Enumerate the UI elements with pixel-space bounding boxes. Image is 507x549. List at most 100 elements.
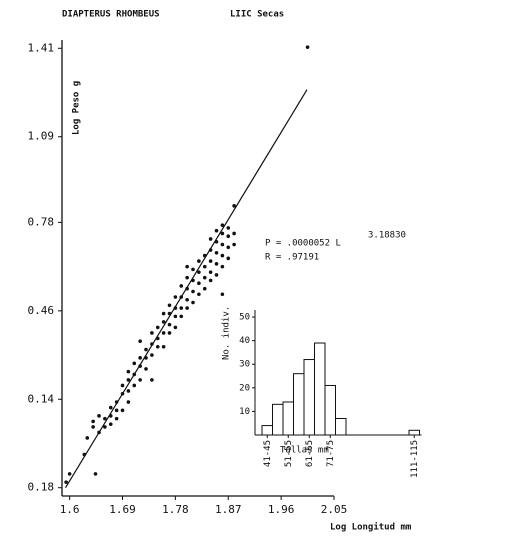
point [191, 289, 195, 294]
point [305, 45, 310, 49]
point [185, 297, 189, 302]
point [179, 306, 184, 310]
point [214, 251, 219, 255]
point [197, 281, 201, 286]
bar [272, 403, 284, 436]
point [67, 472, 72, 476]
point [208, 278, 213, 283]
point [173, 295, 178, 299]
bar [282, 401, 294, 436]
chart-subtitle: LIIC Secas [230, 10, 284, 20]
inset-y-tick-label: 10 [239, 407, 250, 417]
point [85, 436, 90, 440]
point [214, 228, 219, 233]
point [103, 416, 107, 421]
point [155, 325, 160, 330]
point [126, 400, 131, 404]
inset-x-tick-label: 61-65 [305, 440, 315, 467]
point [226, 256, 231, 261]
point [202, 275, 207, 280]
point [144, 347, 148, 352]
bar [324, 384, 336, 436]
x-tick-label: 2.05 [321, 503, 348, 516]
point [173, 314, 178, 319]
bar [314, 342, 326, 436]
point [167, 303, 172, 308]
point [126, 369, 131, 374]
point [150, 378, 154, 382]
point [214, 262, 219, 266]
x-tick-label: 1.87 [215, 503, 242, 516]
point [138, 356, 142, 360]
equation: P = .0000052 L [265, 239, 341, 249]
inset-y-tick-label: 50 [239, 313, 250, 323]
point [155, 344, 160, 349]
inset-y-tick-label: 30 [239, 360, 250, 370]
point [167, 322, 172, 327]
point [208, 270, 213, 274]
correlation: R = .97191 [265, 253, 319, 263]
point [161, 344, 166, 349]
point [93, 472, 98, 476]
point [114, 408, 119, 413]
point [91, 419, 95, 424]
point [232, 204, 236, 208]
point [114, 416, 119, 421]
point [202, 264, 207, 269]
point [197, 270, 201, 274]
equation-exponent: 3.18830 [368, 231, 406, 241]
point [191, 300, 195, 305]
point [150, 353, 154, 357]
inset-x-tick-label: 41-45 [263, 440, 273, 467]
point [232, 231, 236, 236]
point [97, 414, 101, 418]
bar [303, 359, 315, 436]
inset-x-tick-label: 71-75 [326, 440, 336, 467]
bar [408, 429, 420, 436]
inset-y-tick-label: 40 [239, 336, 250, 346]
point [150, 331, 154, 335]
y-tick-label: 0.46 [28, 304, 55, 317]
point [108, 422, 113, 426]
point [64, 480, 68, 484]
point [226, 245, 231, 250]
point [120, 383, 125, 388]
point [220, 264, 225, 269]
y-tick-label: 0.78 [28, 215, 55, 228]
point [144, 367, 148, 371]
x-axis-label: Log Longitud mm [330, 522, 412, 533]
point [208, 237, 213, 241]
x-tick-label: 1.96 [268, 503, 295, 516]
point [226, 226, 231, 230]
bar [293, 373, 305, 436]
fit-line [65, 89, 308, 489]
y-tick-label: 1.41 [28, 41, 55, 54]
bar [261, 425, 273, 436]
point [179, 314, 184, 319]
point [161, 311, 166, 316]
point [220, 292, 225, 297]
point [226, 234, 231, 239]
point [220, 231, 225, 236]
inset-y-tick-label: 20 [239, 383, 250, 393]
point [138, 339, 142, 344]
x-tick-label: 1.69 [109, 503, 136, 516]
point [214, 273, 219, 277]
point [185, 275, 189, 280]
point [126, 378, 131, 382]
point [91, 425, 95, 429]
y-tick-label: 1.09 [28, 130, 55, 143]
point [103, 425, 107, 429]
point [220, 242, 225, 247]
point [202, 286, 207, 291]
point [108, 405, 113, 410]
point [120, 408, 125, 413]
point [220, 253, 225, 258]
point [126, 389, 131, 393]
point [220, 223, 225, 227]
point [132, 383, 137, 388]
point [138, 378, 142, 382]
y-tick-label: 0.14 [28, 392, 55, 405]
point [185, 306, 189, 310]
